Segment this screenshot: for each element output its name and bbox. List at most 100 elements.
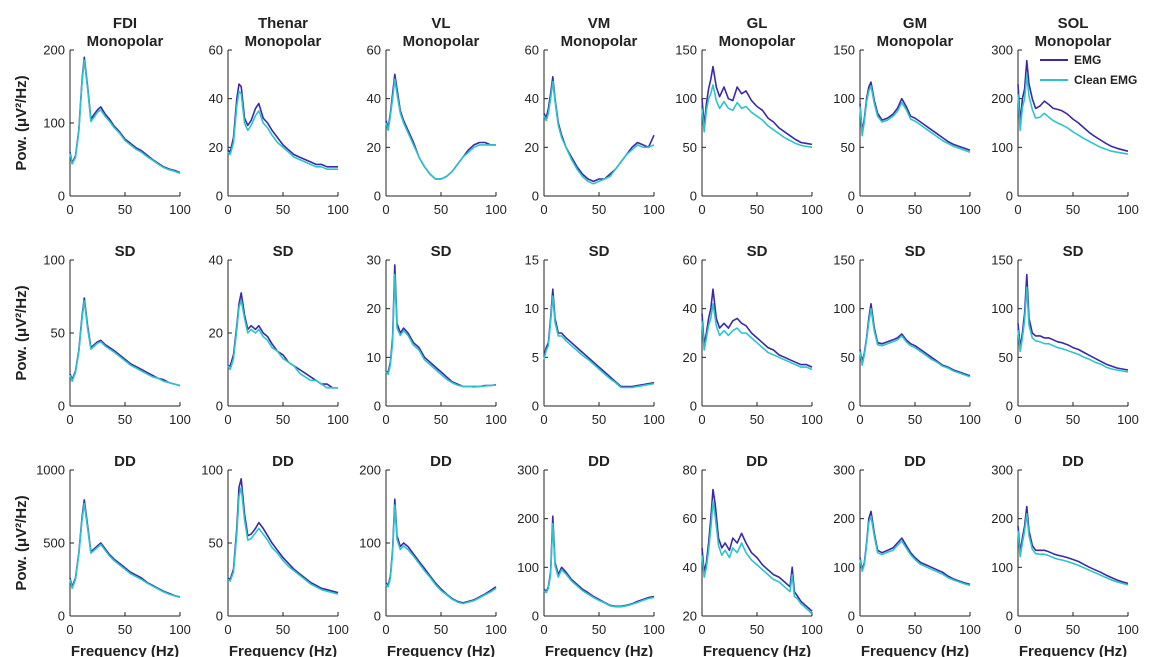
panel-title-line: VM (588, 15, 611, 32)
x-tick-label: 0 (540, 202, 547, 217)
y-tick-label: 300 (833, 463, 855, 478)
x-tick-label: 0 (698, 202, 705, 217)
panel-title-line: Thenar (258, 15, 308, 32)
panel-title-line: Monopolar (1035, 33, 1112, 50)
y-tick-label: 100 (833, 91, 855, 106)
series-line-emg (1017, 273, 1129, 371)
y-tick-label: 0 (58, 609, 65, 624)
x-tick-label: 0 (856, 412, 863, 427)
x-tick-label: 0 (66, 202, 73, 217)
y-tick-label: 300 (991, 463, 1013, 478)
y-tick-label: 60 (683, 511, 697, 526)
panel-title-line: Monopolar (561, 33, 638, 50)
y-tick-label: 200 (991, 91, 1013, 106)
panel-title-line: Monopolar (245, 33, 322, 50)
x-tick-label: 100 (485, 202, 507, 217)
series-line-emg (701, 288, 813, 368)
y-tick-label: 0 (532, 399, 539, 414)
panel-title-line: GL (747, 15, 768, 32)
x-tick-label: 100 (327, 622, 349, 637)
series-line-emg (227, 477, 339, 594)
y-tick-label: 150 (833, 43, 855, 58)
x-tick-label: 0 (540, 622, 547, 637)
x-axis-label: Frequency (Hz) (71, 643, 179, 657)
y-tick-label: 0 (58, 189, 65, 204)
x-tick-label: 100 (327, 412, 349, 427)
panel-title-line: Monopolar (719, 33, 796, 50)
legend-label-clean-emg: Clean EMG (1074, 73, 1137, 87)
y-tick-label: 0 (532, 609, 539, 624)
y-tick-label: 200 (517, 511, 539, 526)
series-line-clean-emg (859, 307, 971, 378)
x-tick-label: 100 (485, 622, 507, 637)
series-line-clean-emg (227, 486, 339, 595)
series-line-emg (859, 81, 971, 152)
y-tick-label: 1000 (36, 463, 65, 478)
series-line-emg (701, 488, 813, 612)
panel-sol-row-2: SD 0 50 100 150 0 50 100 (991, 243, 1139, 427)
series-line-clean-emg (543, 80, 655, 185)
y-tick-label: 100 (991, 301, 1013, 316)
panel-title-line: SOL (1058, 15, 1089, 32)
y-tick-label: 50 (841, 140, 855, 155)
series-line-emg (701, 65, 813, 146)
panel-vm-row-3: DD 0 100 200 300 0 50 100 Frequency (Hz) (517, 453, 665, 657)
x-tick-label: 50 (276, 412, 290, 427)
y-tick-label: 100 (359, 536, 381, 551)
y-tick-label: 40 (683, 301, 697, 316)
y-tick-label: 0 (848, 609, 855, 624)
x-tick-label: 50 (750, 412, 764, 427)
series-line-clean-emg (1017, 286, 1129, 373)
x-tick-label: 100 (169, 412, 191, 427)
panel-title-line: Monopolar (87, 33, 164, 50)
x-tick-label: 100 (169, 622, 191, 637)
x-tick-label: 0 (1014, 412, 1021, 427)
y-tick-label: 15 (525, 253, 539, 268)
y-tick-label: 0 (690, 399, 697, 414)
panel-title-line: SD (589, 243, 610, 260)
x-tick-label: 50 (434, 202, 448, 217)
panel-title-line: SD (115, 243, 136, 260)
x-tick-label: 50 (592, 412, 606, 427)
panel-title-line: SD (1063, 243, 1084, 260)
panel-title-line: VL (431, 15, 450, 32)
panel-title-line: SD (747, 243, 768, 260)
y-tick-label: 0 (848, 399, 855, 414)
x-tick-label: 50 (276, 202, 290, 217)
x-tick-label: 100 (1117, 622, 1139, 637)
x-tick-label: 0 (224, 202, 231, 217)
y-axis-label: Pow. (μV²/Hz) (13, 75, 30, 170)
series-line-clean-emg (859, 85, 971, 153)
y-tick-label: 50 (51, 326, 65, 341)
panel-fdi-row-2: SD 0 50 100 0 50 100 Pow. (μV²/Hz) (13, 243, 191, 427)
y-tick-label: 100 (991, 560, 1013, 575)
y-tick-label: 500 (43, 536, 65, 551)
series-line-emg (543, 76, 655, 183)
x-axis-label: Frequency (Hz) (387, 643, 495, 657)
y-tick-label: 5 (532, 350, 539, 365)
y-tick-label: 0 (1006, 609, 1013, 624)
x-tick-label: 50 (1066, 202, 1080, 217)
y-tick-label: 20 (209, 326, 223, 341)
series-line-emg (228, 292, 338, 389)
y-tick-label: 50 (683, 140, 697, 155)
series-line-clean-emg (701, 302, 813, 371)
series-line-clean-emg (69, 300, 181, 387)
x-tick-label: 50 (592, 622, 606, 637)
y-tick-label: 10 (525, 301, 539, 316)
x-tick-label: 0 (698, 412, 705, 427)
x-tick-label: 100 (643, 202, 665, 217)
y-tick-label: 0 (848, 189, 855, 204)
panel-title-line: FDI (113, 15, 137, 32)
panel-gm-row-3: DD 0 100 200 300 0 50 100 Frequency (Hz) (833, 453, 981, 657)
series-line-emg (543, 515, 655, 608)
y-tick-label: 0 (216, 399, 223, 414)
panel-gm-row-2: SD 0 50 100 150 0 50 100 (833, 243, 981, 427)
x-tick-label: 100 (643, 622, 665, 637)
y-tick-label: 0 (216, 609, 223, 624)
x-tick-label: 100 (801, 622, 823, 637)
